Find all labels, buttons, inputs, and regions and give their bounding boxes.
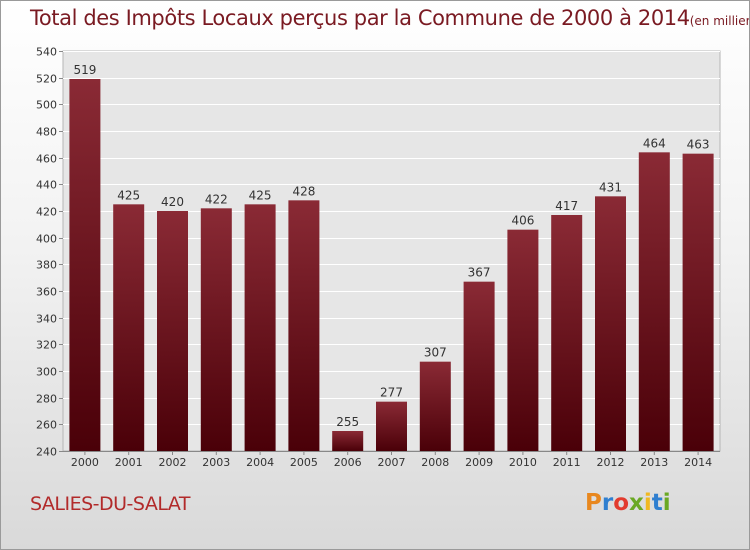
x-tick-label: 2004 bbox=[246, 456, 274, 469]
bar bbox=[244, 204, 276, 451]
y-tick-label: 380 bbox=[36, 259, 57, 272]
bar bbox=[157, 211, 188, 451]
logo-letter: t bbox=[651, 490, 663, 516]
x-tick-label: 2007 bbox=[378, 456, 406, 469]
data-label: 463 bbox=[687, 138, 710, 152]
y-tick-label: 240 bbox=[36, 446, 57, 459]
logo-letter: r bbox=[601, 490, 614, 516]
bar bbox=[332, 431, 364, 451]
bar bbox=[595, 196, 626, 451]
data-label: 428 bbox=[292, 184, 315, 198]
y-tick-label: 300 bbox=[36, 366, 57, 379]
logo-letter: i bbox=[643, 490, 652, 516]
data-label: 420 bbox=[161, 195, 184, 209]
y-tick-label: 280 bbox=[36, 393, 57, 406]
y-tick-label: 540 bbox=[36, 46, 57, 59]
bar bbox=[376, 401, 407, 451]
data-label: 417 bbox=[555, 199, 578, 213]
y-tick-label: 320 bbox=[36, 339, 57, 352]
y-tick-label: 480 bbox=[36, 126, 57, 139]
bar bbox=[69, 79, 101, 451]
x-tick-label: 2008 bbox=[421, 456, 449, 469]
x-tick-label: 2002 bbox=[159, 456, 187, 469]
y-tick-label: 340 bbox=[36, 313, 57, 326]
x-tick-label: 2003 bbox=[202, 456, 230, 469]
x-tick-label: 2011 bbox=[553, 456, 581, 469]
x-tick-label: 2014 bbox=[684, 456, 712, 469]
data-label: 464 bbox=[643, 136, 666, 150]
y-tick-label: 260 bbox=[36, 419, 57, 432]
data-label: 431 bbox=[599, 180, 622, 194]
chart-title: Total des Impôts Locaux perçus par la Co… bbox=[30, 6, 749, 30]
bar bbox=[551, 215, 583, 451]
bar bbox=[200, 208, 232, 451]
bar bbox=[463, 281, 495, 451]
x-tick-label: 2012 bbox=[597, 456, 625, 469]
y-tick-label: 360 bbox=[36, 286, 57, 299]
y-tick-label: 420 bbox=[36, 206, 57, 219]
x-tick-label: 2001 bbox=[115, 456, 143, 469]
data-label: 307 bbox=[424, 346, 447, 360]
logo-letter: i bbox=[662, 490, 671, 516]
data-label: 255 bbox=[336, 415, 359, 429]
x-tick-label: 2010 bbox=[509, 456, 537, 469]
x-tick-label: 2000 bbox=[71, 456, 99, 469]
logo-letter: o bbox=[613, 490, 630, 516]
data-label: 406 bbox=[511, 214, 534, 228]
x-tick-label: 2006 bbox=[334, 456, 362, 469]
x-tick-label: 2009 bbox=[465, 456, 493, 469]
data-label: 519 bbox=[73, 63, 96, 77]
commune-name: SALIES-DU-SALAT bbox=[30, 493, 190, 515]
logo-letter: x bbox=[629, 490, 644, 516]
data-label: 422 bbox=[205, 192, 228, 206]
x-tick-label: 2013 bbox=[640, 456, 668, 469]
bar bbox=[507, 229, 539, 451]
bar bbox=[638, 152, 670, 452]
y-tick-label: 460 bbox=[36, 153, 57, 166]
data-label: 425 bbox=[117, 188, 140, 202]
bar bbox=[682, 153, 714, 451]
data-label: 367 bbox=[468, 266, 491, 280]
y-tick-label: 520 bbox=[36, 73, 57, 86]
y-tick-label: 440 bbox=[36, 179, 57, 192]
x-tick-label: 2005 bbox=[290, 456, 318, 469]
y-tick-label: 500 bbox=[36, 99, 57, 112]
logo-letter: P bbox=[585, 490, 602, 516]
proxiti-logo: Proxiti bbox=[585, 490, 671, 516]
data-label: 425 bbox=[249, 188, 272, 202]
title-text: Total des Impôts Locaux perçus par la Co… bbox=[30, 6, 690, 30]
bar bbox=[113, 204, 145, 451]
data-label: 277 bbox=[380, 386, 403, 400]
y-tick-label: 400 bbox=[36, 233, 57, 246]
bar bbox=[288, 200, 320, 451]
title-unit: (en milliers d'€) bbox=[689, 14, 749, 28]
bar bbox=[419, 361, 451, 451]
